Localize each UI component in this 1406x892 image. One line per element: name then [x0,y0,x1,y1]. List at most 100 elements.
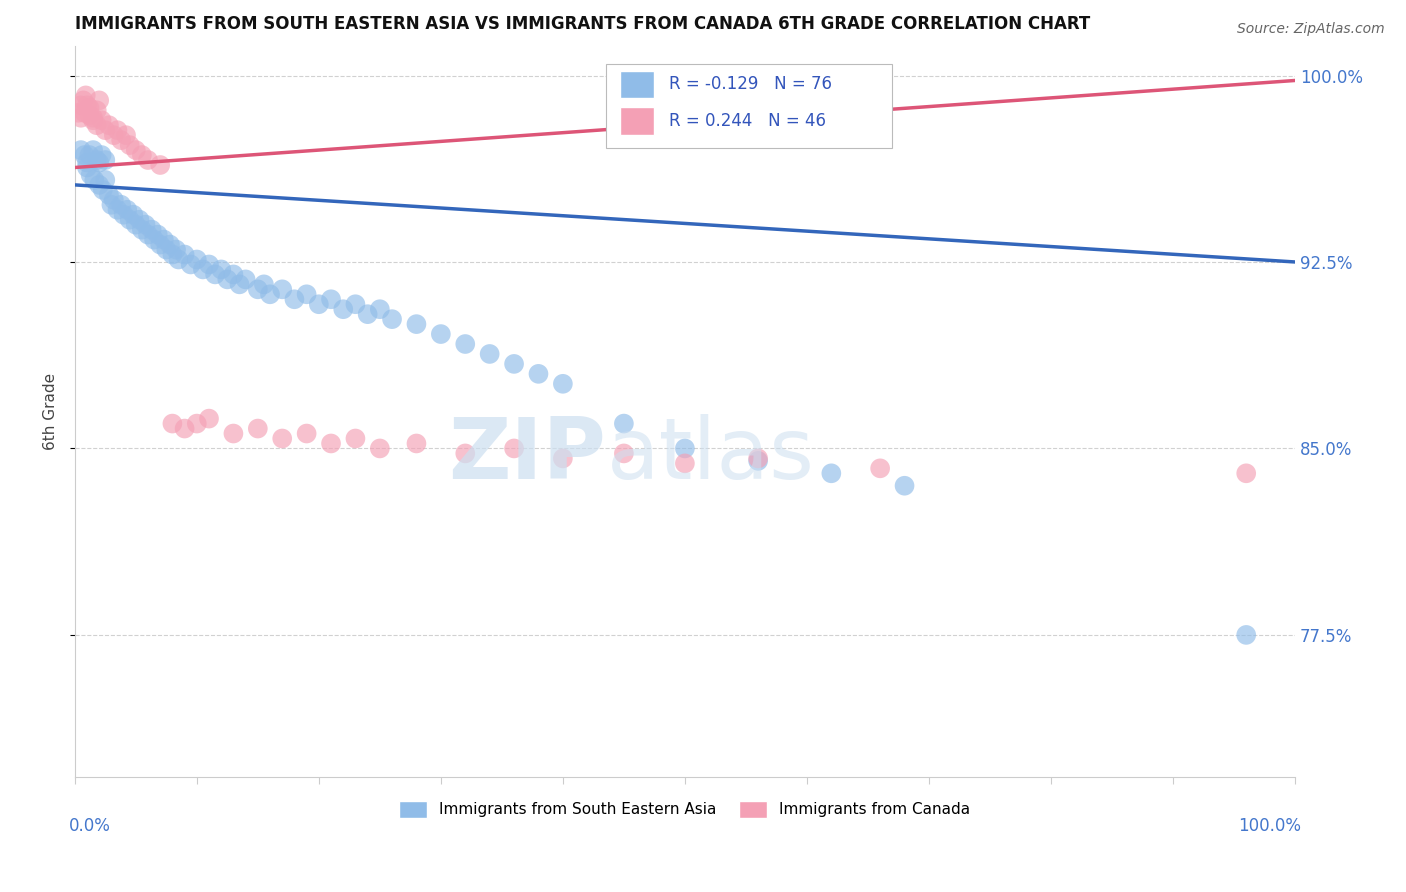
Point [136,227,159,242]
Point [131,148,153,162]
Point [527,367,550,381]
Point [503,442,526,456]
Point [110,198,132,212]
Point [191,262,214,277]
Point [94,153,117,167]
Point [97,187,120,202]
Point [146,227,169,242]
Point [186,252,208,267]
Point [162,247,184,261]
Point [110,133,132,147]
Point [454,337,477,351]
Point [747,454,769,468]
Point [673,456,696,470]
Point [73,148,96,162]
Point [228,277,250,292]
Point [72,94,94,108]
Point [79,108,101,122]
Point [86,103,108,118]
Point [165,243,187,257]
Point [122,208,145,222]
Point [869,461,891,475]
Point [180,257,202,271]
Text: R = -0.129   N = 76: R = -0.129 N = 76 [669,76,832,94]
Point [86,118,108,132]
Point [259,287,281,301]
Point [155,243,177,257]
Point [125,143,148,157]
Bar [620,70,654,98]
Point [253,277,276,292]
Point [97,118,120,132]
Point [1234,628,1257,642]
Point [135,218,157,232]
Point [283,292,305,306]
Point [235,272,257,286]
Point [89,178,111,192]
Point [209,262,232,277]
Legend: Immigrants from South Eastern Asia, Immigrants from Canada: Immigrants from South Eastern Asia, Immi… [394,795,976,824]
Point [79,101,101,115]
Point [271,282,294,296]
Point [332,302,354,317]
Point [67,105,90,120]
Point [70,143,93,157]
Point [73,105,96,120]
Point [344,432,367,446]
Point [162,417,184,431]
Point [319,292,342,306]
Point [79,168,101,182]
Point [344,297,367,311]
Point [112,208,135,222]
Point [167,252,190,267]
Point [405,436,427,450]
Point [551,376,574,391]
Point [89,94,111,108]
Text: atlas: atlas [607,414,815,497]
Point [118,138,141,153]
Point [271,432,294,446]
Point [478,347,501,361]
Point [82,113,104,128]
Point [186,417,208,431]
Point [405,317,427,331]
Text: R = 0.244   N = 46: R = 0.244 N = 46 [669,112,827,130]
Point [76,161,98,175]
Text: Source: ZipAtlas.com: Source: ZipAtlas.com [1237,22,1385,37]
Point [141,222,163,236]
Point [79,148,101,162]
Point [159,237,181,252]
Point [319,436,342,450]
Point [381,312,404,326]
Point [368,442,391,456]
Point [117,202,139,217]
Bar [606,64,893,148]
Point [173,247,195,261]
Point [149,237,172,252]
Point [246,421,269,435]
Point [70,98,93,112]
Point [94,173,117,187]
Point [83,173,105,187]
Point [295,287,318,301]
Y-axis label: 6th Grade: 6th Grade [44,373,58,450]
Point [222,426,245,441]
Point [673,442,696,456]
Point [613,446,636,460]
Point [295,426,318,441]
Point [70,111,93,125]
Point [136,153,159,167]
Point [198,411,221,425]
Point [198,257,221,271]
Point [90,113,112,128]
Bar [620,107,654,135]
Point [107,123,129,137]
Point [747,451,769,466]
Point [368,302,391,317]
Point [551,451,574,466]
Point [820,467,842,481]
Point [222,268,245,282]
Point [149,158,172,172]
Point [1234,467,1257,481]
Point [75,88,97,103]
